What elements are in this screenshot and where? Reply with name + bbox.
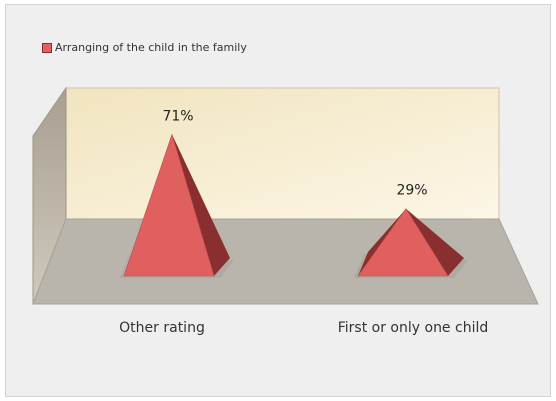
legend-label: Arranging of the child in the family bbox=[55, 41, 247, 54]
data-label-1: 29% bbox=[396, 183, 427, 199]
chart-plot: 71% Other rating 29% First or only one chil… bbox=[32, 86, 539, 336]
category-label-1: First or only one child bbox=[338, 320, 489, 336]
pyramid-right-face-0 bbox=[172, 134, 230, 276]
data-label-0: 71% bbox=[162, 108, 193, 124]
category-label-0: Other rating bbox=[119, 320, 205, 336]
legend-swatch bbox=[42, 42, 52, 53]
chart-area: 71% Other rating 29% First or only one chil… bbox=[5, 4, 551, 397]
pyramid-front-face-1 bbox=[357, 208, 449, 277]
back-wall bbox=[65, 87, 500, 220]
pyramid-right-face-1 bbox=[406, 208, 464, 276]
pyramid-front-face-0 bbox=[123, 133, 215, 277]
legend: Arranging of the child in the family bbox=[42, 41, 247, 54]
